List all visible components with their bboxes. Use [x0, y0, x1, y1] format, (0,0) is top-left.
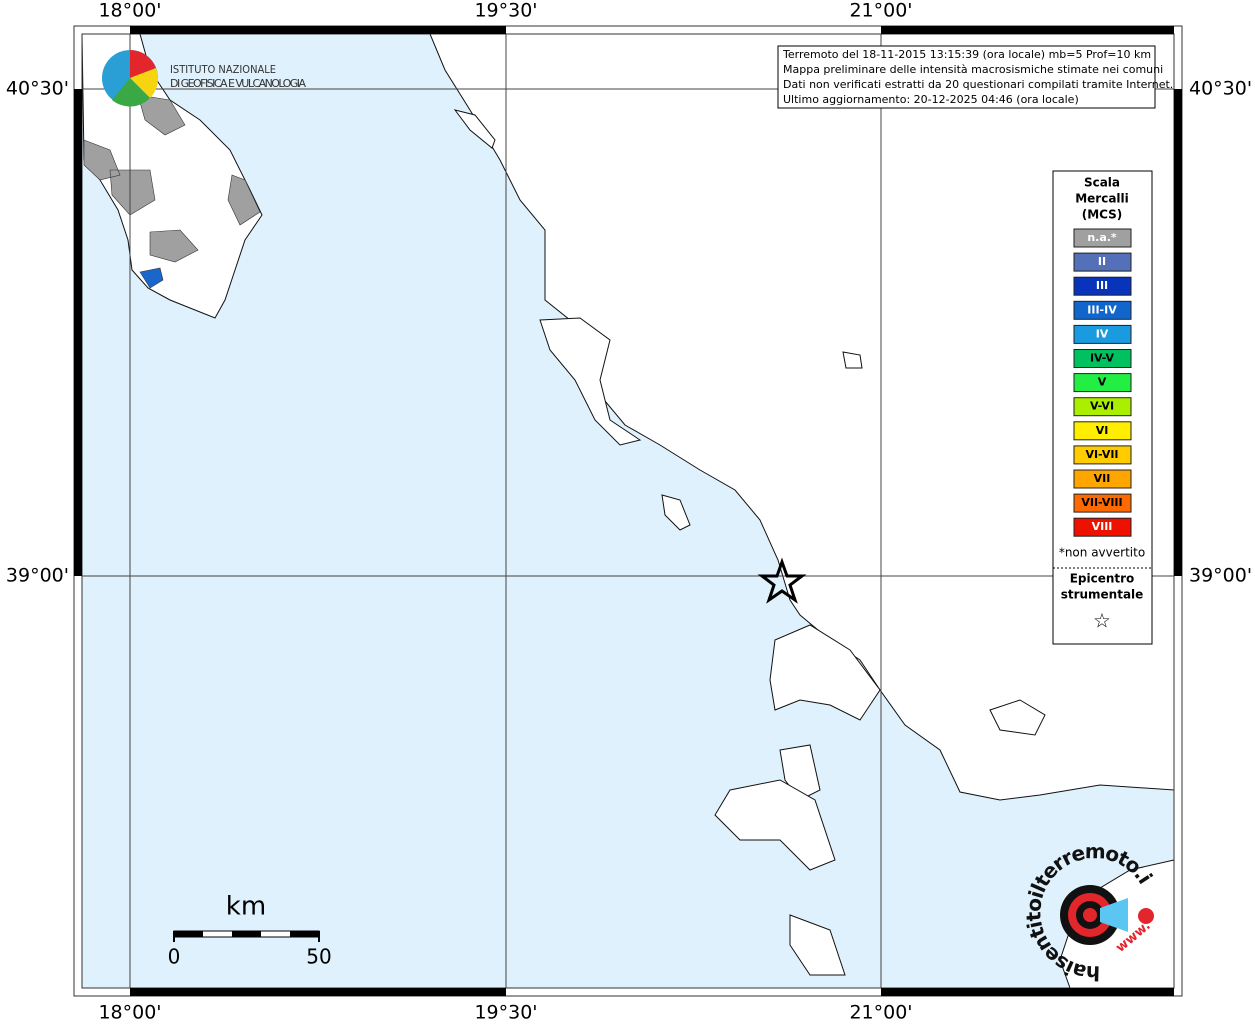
island: [714, 779, 836, 871]
legend-swatch: [1073, 349, 1132, 368]
info-line: Dati non verificati estratti da 20 quest…: [783, 78, 1173, 91]
island: [789, 914, 846, 976]
longitude-label: 21°00': [849, 0, 912, 22]
legend-epicenter-title: Epicentro: [1070, 572, 1135, 586]
longitude-label: 18°00': [98, 0, 161, 22]
longitude-label: 19°30': [474, 0, 537, 22]
legend-label: VII: [1094, 472, 1111, 485]
legend-swatch: [1073, 469, 1132, 489]
legend-label: VI-VII: [1085, 448, 1118, 461]
region-iv: [139, 267, 164, 289]
land: [429, 33, 1175, 801]
logo-text: ISTITUTO NAZIONALE: [170, 63, 276, 76]
logo-text: DI GEOFISICA E VULCANOLOGIA: [170, 77, 306, 90]
info-box: [777, 45, 1156, 109]
legend-swatch: [1073, 421, 1132, 441]
legend-label: n.a.*: [1087, 231, 1117, 244]
legend-label: IV: [1096, 327, 1109, 340]
legend-swatch: [1073, 397, 1132, 417]
legend-swatch: [1073, 324, 1132, 344]
scale-bar: km 0 50: [168, 892, 332, 969]
legend-epicenter-title: strumentale: [1061, 588, 1144, 602]
info-line: Mappa preliminare delle intensità macros…: [783, 63, 1163, 76]
island: [453, 109, 496, 149]
legend-label: V-VI: [1090, 400, 1114, 413]
legend-title: (MCS): [1082, 208, 1123, 222]
region-na: [83, 94, 261, 263]
legend-swatch: [1073, 493, 1132, 513]
info-line: Ultimo aggiornamento: 20-12-2025 04:46 (…: [783, 93, 1079, 106]
legend-swatch: [1073, 276, 1132, 296]
longitude-label: 18°00': [98, 1002, 161, 1024]
legend-title: Mercalli: [1075, 192, 1129, 206]
island: [539, 317, 642, 446]
scale-label: 0: [168, 945, 181, 969]
longitude-label: 21°00': [849, 1002, 912, 1024]
legend-label: VII-VIII: [1081, 496, 1122, 509]
legend-title: Scala: [1084, 176, 1120, 190]
latitude-label: 39°00': [6, 565, 69, 587]
legend-swatch: [1073, 373, 1132, 393]
latitude-label: 40°30': [1189, 78, 1252, 100]
info-line: Terremoto del 18-11-2015 13:15:39 (ora l…: [782, 48, 1151, 61]
legend-epicenter-symbol: ☆: [1093, 609, 1111, 633]
island: [842, 351, 863, 369]
island: [769, 624, 881, 721]
legend-note: *non avvertito: [1059, 546, 1145, 560]
legend-label: VI: [1096, 424, 1109, 437]
island: [989, 699, 1046, 736]
legend-swatch: [1073, 252, 1132, 272]
scale-unit: km: [226, 892, 266, 922]
latitude-label: 40°30': [6, 78, 69, 100]
legend-label: VIII: [1092, 520, 1113, 533]
legend-swatch: [1073, 228, 1132, 248]
legend-label: III-IV: [1087, 303, 1117, 316]
legend-label: III: [1096, 279, 1108, 292]
island: [661, 494, 691, 531]
legend-swatch: [1073, 517, 1132, 537]
legend-swatch: [1073, 445, 1132, 465]
legend-label: IV-V: [1090, 352, 1115, 365]
legend-label: V: [1098, 376, 1107, 389]
frame: [73, 25, 1183, 997]
legend-swatch: [1073, 300, 1132, 320]
latitude-label: 39°00': [1189, 565, 1252, 587]
ingv-logo: ISTITUTO NAZIONALE DI GEOFISICA E VULCAN…: [102, 50, 306, 107]
longitude-label: 19°30': [474, 1002, 537, 1024]
legend-label: II: [1098, 255, 1106, 268]
epicenter: [757, 557, 807, 604]
scale-label: 50: [306, 945, 331, 969]
